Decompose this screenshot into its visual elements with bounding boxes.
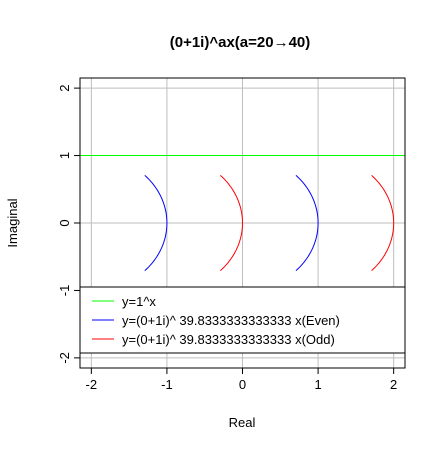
- series-arc: [144, 174, 168, 272]
- legend-label: y=(0+1i)^ 39.8333333333333 x(Even): [122, 313, 340, 328]
- series-arc: [295, 174, 319, 272]
- x-tick-label: -1: [161, 377, 173, 392]
- x-tick-label: -2: [86, 377, 98, 392]
- y-tick-label: -1: [57, 285, 72, 297]
- y-axis-label: Imaginal: [5, 198, 20, 247]
- series-layer: [80, 155, 405, 272]
- y-tick-label: -2: [57, 352, 72, 364]
- axis-ticks: -2 -1 0 1 2 -2 -1 0 1 2: [57, 84, 397, 392]
- series-arc: [371, 174, 395, 272]
- legend-label: y=(0+1i)^ 39.8333333333333 x(Odd): [122, 332, 335, 347]
- x-tick-label: 0: [239, 377, 246, 392]
- x-tick-label: 1: [314, 377, 321, 392]
- y-tick-label: 1: [57, 152, 72, 159]
- x-axis-label: Real: [229, 415, 256, 430]
- y-tick-label: 0: [57, 219, 72, 226]
- legend-label: y=1^x: [122, 294, 156, 309]
- legend-box: [79, 286, 406, 354]
- chart-title: (0+1i)^ax(a=20→40): [170, 34, 311, 51]
- series-arc: [220, 174, 244, 272]
- x-tick-label: 2: [390, 377, 397, 392]
- legend: y=1^x y=(0+1i)^ 39.8333333333333 x(Even) y…: [79, 286, 406, 354]
- y-tick-label: 2: [57, 84, 72, 91]
